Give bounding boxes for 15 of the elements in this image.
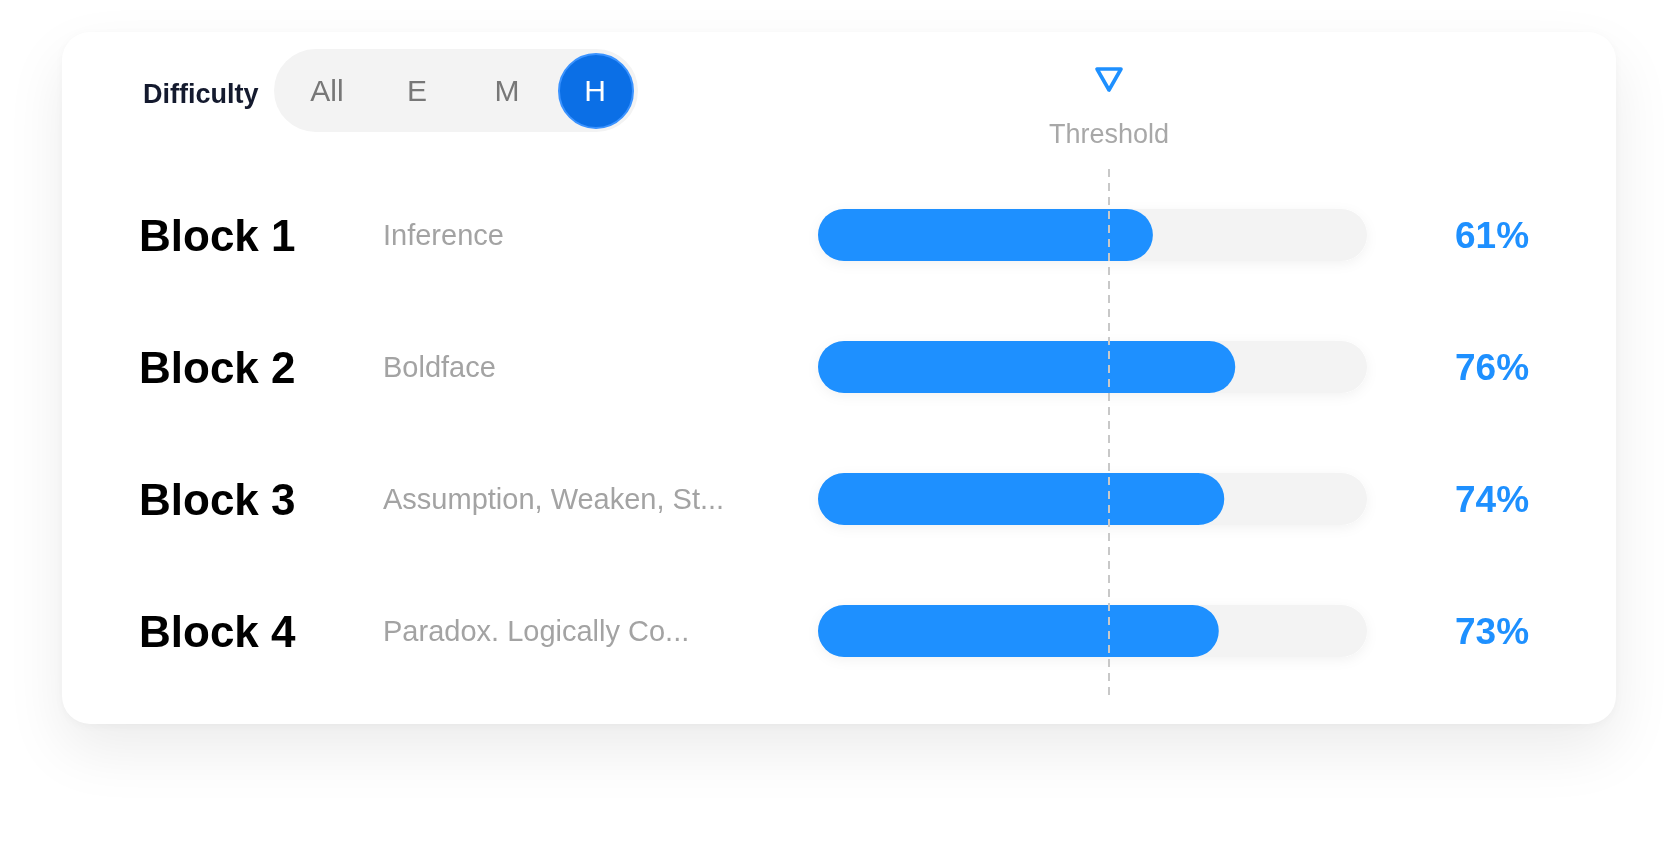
text: Paradox. Logically Co...: [383, 615, 690, 647]
y-tick-label: Block 4: [139, 606, 297, 656]
text: Inference: [383, 219, 504, 251]
data-label: 61%: [1455, 214, 1530, 256]
y-tick-label: Block 2: [139, 342, 296, 392]
text: Difficulty: [143, 78, 259, 109]
ref-line-label: Threshold: [1048, 118, 1170, 149]
text: Boldface: [383, 351, 496, 383]
data-label: 74%: [1455, 478, 1530, 520]
text: Assumption, Weaken, St...: [383, 483, 725, 515]
data-label: 73%: [1455, 610, 1530, 652]
y-tick-label: Block 1: [139, 210, 296, 260]
y-tick-label: Block 3: [139, 474, 296, 524]
segmented-control: All E M H: [274, 49, 638, 132]
data-label: 76%: [1455, 346, 1530, 388]
